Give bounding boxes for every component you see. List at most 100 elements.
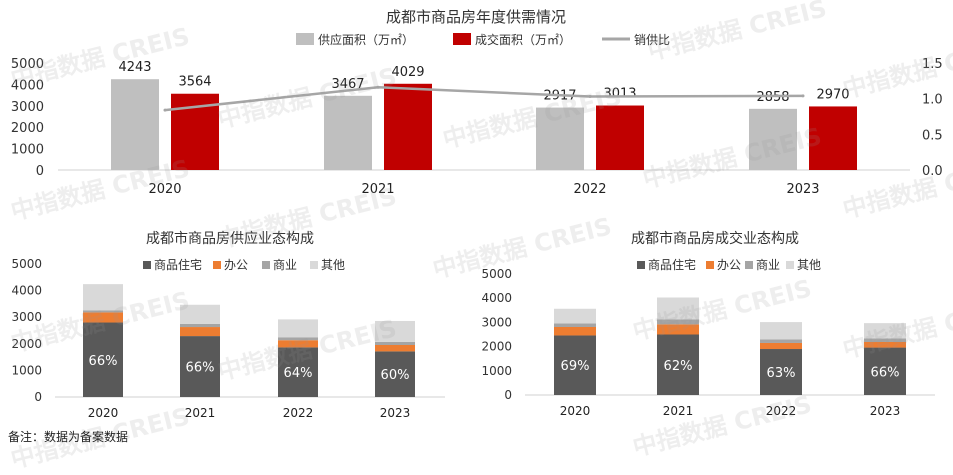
y-tick-label: 3000 [11, 100, 44, 115]
y-tick-label: 4000 [481, 291, 512, 305]
y-tick-label: 2000 [11, 121, 44, 136]
share-label: 60% [381, 368, 410, 383]
stacked-bar-segment [83, 312, 123, 323]
stacked-bar-segment [278, 340, 318, 348]
legend-swatch [745, 261, 753, 269]
stacked-bar-segment [180, 336, 220, 397]
stacked-bar-segment [180, 323, 220, 328]
stacked-bar-segment [657, 334, 699, 395]
y-tick-label: 2000 [481, 340, 512, 354]
legend-swatch [453, 33, 471, 45]
legend-label: 其他 [797, 258, 821, 272]
stacked-bar-segment [83, 284, 123, 311]
stacked-bar-segment [83, 310, 123, 313]
legend-label: 商品住宅 [648, 257, 696, 272]
bar [749, 108, 797, 170]
x-tick-label: 2022 [283, 406, 314, 420]
stacked-bar-segment [278, 319, 318, 338]
legend-swatch [637, 261, 645, 269]
stacked-bar-segment [375, 351, 415, 397]
stacked-bar-segment [760, 349, 802, 395]
stacked-bar-segment [180, 327, 220, 337]
legend-swatch [213, 261, 221, 269]
x-tick-label: 2021 [663, 404, 694, 418]
x-tick-label: 2020 [148, 182, 181, 197]
x-tick-label: 2020 [88, 406, 119, 420]
stacked-bar-segment [760, 339, 802, 343]
legend-label: 其他 [321, 258, 345, 272]
legend-label: 供应面积（万㎡） [318, 32, 414, 47]
stacked-bar-segment [83, 322, 123, 397]
data-label: 2970 [816, 87, 849, 102]
stacked-bar-segment [375, 320, 415, 342]
share-label: 66% [871, 365, 900, 380]
x-tick-label: 2022 [573, 182, 606, 197]
share-label: 64% [284, 366, 313, 381]
stacked-bar-segment [375, 344, 415, 352]
legend-swatch [786, 261, 794, 269]
x-tick-label: 2021 [185, 406, 216, 420]
stacked-bar-segment [864, 347, 906, 395]
y2-tick-label: 1.5 [922, 57, 943, 72]
line-point [376, 85, 380, 89]
y-tick-label: 5000 [11, 57, 44, 72]
stacked-bar-segment [864, 338, 906, 343]
stacked-bar-segment [554, 335, 596, 395]
stacked-bar-segment [760, 322, 802, 340]
legend-label: 商品住宅 [154, 257, 202, 272]
x-tick-label: 2021 [361, 182, 394, 197]
stacked-bar-segment [657, 324, 699, 335]
stacked-bar-segment [657, 297, 699, 320]
stacked-bar-segment [554, 326, 596, 336]
stacked-bar-segment [278, 347, 318, 397]
x-tick-label: 2023 [380, 406, 411, 420]
line-point [588, 95, 592, 99]
stacked-bar-segment [278, 337, 318, 341]
legend-label: 销供比 [634, 33, 670, 47]
share-label: 69% [561, 359, 590, 374]
legend-swatch [706, 261, 714, 269]
stacked-bar-segment [864, 342, 906, 348]
bar [809, 106, 857, 170]
y-tick-label: 0 [504, 388, 512, 402]
y-tick-label: 3000 [481, 315, 512, 329]
bar [324, 95, 372, 170]
bar [596, 105, 644, 170]
stacked-bar-segment [657, 319, 699, 325]
y-tick-label: 3000 [11, 310, 42, 324]
y-tick-label: 1000 [11, 363, 42, 377]
y2-tick-label: 0.5 [922, 128, 943, 143]
bar [111, 79, 159, 170]
legend-label: 成交面积（万㎡） [475, 32, 571, 47]
y2-tick-label: 0.0 [922, 164, 943, 179]
legend-swatch [310, 261, 318, 269]
share-label: 62% [664, 359, 693, 374]
line-point [801, 94, 805, 98]
stacked-bar-segment [180, 304, 220, 324]
y-tick-label: 4000 [11, 78, 44, 93]
data-label: 3467 [331, 77, 364, 92]
stacked-bar-segment [375, 341, 415, 345]
legend-swatch [296, 33, 314, 45]
chart-title: 成都市商品房供应业态构成 [146, 230, 314, 247]
line-point [163, 108, 167, 112]
y-tick-label: 1000 [11, 143, 44, 158]
legend-label: 商业 [273, 257, 297, 272]
y2-tick-label: 1.0 [922, 93, 943, 108]
share-label: 66% [186, 361, 215, 376]
y-tick-label: 2000 [11, 337, 42, 351]
y-tick-label: 1000 [481, 364, 512, 378]
y-tick-label: 0 [36, 164, 44, 179]
chart-title: 成都市商品房年度供需情况 [386, 8, 566, 26]
legend-label: 商业 [756, 257, 780, 272]
stacked-bar-segment [760, 342, 802, 350]
y-tick-label: 5000 [481, 267, 512, 281]
bar [384, 83, 432, 170]
stacked-bar-segment [864, 323, 906, 339]
x-tick-label: 2023 [870, 404, 901, 418]
data-label: 3013 [603, 87, 636, 102]
x-tick-label: 2023 [786, 182, 819, 197]
series-line [164, 86, 804, 112]
legend-label: 办公 [717, 257, 741, 272]
